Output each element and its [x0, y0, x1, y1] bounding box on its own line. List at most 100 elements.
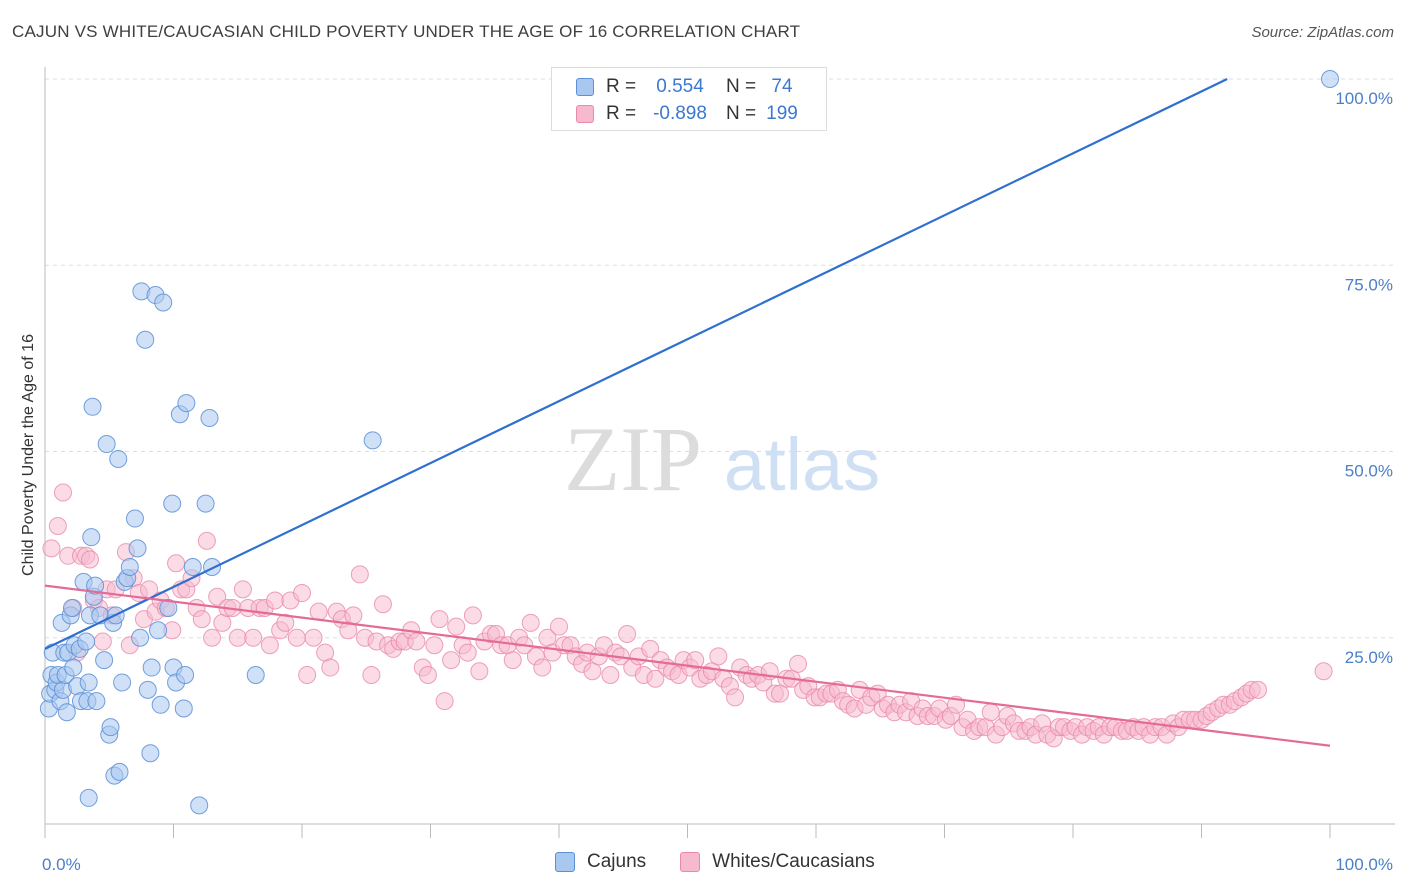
legend-r-value: -0.898	[653, 103, 707, 124]
cajuns-point	[97, 435, 116, 454]
pink-points-group	[42, 483, 1333, 748]
whites-point	[430, 610, 449, 629]
y-tick-label: 25.0%	[1345, 648, 1393, 667]
cajuns-point	[110, 762, 129, 781]
cajuns-point	[190, 796, 209, 815]
whites-point	[458, 643, 477, 662]
y-tick-label: 75.0%	[1345, 275, 1393, 294]
cajuns-point	[64, 658, 83, 677]
y-tick-label: 50.0%	[1345, 462, 1393, 481]
cajuns-point	[159, 598, 178, 617]
whites-point	[350, 565, 369, 584]
whites-point	[521, 613, 540, 632]
watermark-atlas: atlas	[724, 423, 880, 506]
whites-point	[447, 617, 466, 636]
cajuns-point	[142, 658, 161, 677]
whites-point	[53, 483, 72, 502]
bottom-legend-cajuns[interactable]: Cajuns	[555, 851, 646, 873]
whites-point	[418, 666, 437, 684]
cajuns-point	[154, 293, 173, 312]
cajuns-point	[200, 408, 219, 427]
whites-point	[646, 669, 665, 688]
whites-point	[167, 554, 186, 573]
whites-point	[789, 654, 808, 673]
whites-point	[425, 636, 444, 655]
legend-n-label: N =	[726, 76, 757, 97]
whites-point	[192, 610, 211, 629]
whites-point	[601, 666, 620, 684]
whites-swatch	[680, 852, 701, 872]
gridlines	[45, 78, 1395, 639]
cajuns-point	[203, 557, 222, 576]
y-axis-label: Child Poverty Under the Age of 16	[20, 334, 37, 576]
tick-labels: 100.0% 75.0% 50.0% 25.0% 0.0% 100.0%	[42, 89, 1393, 874]
whites-point	[641, 639, 660, 658]
whites-point	[344, 606, 363, 625]
cajuns-swatch	[555, 852, 575, 872]
cajuns-point	[120, 557, 139, 576]
whites-point	[362, 666, 381, 684]
whites-point	[771, 684, 790, 703]
whites-point	[298, 666, 317, 684]
cajuns-trendline	[44, 78, 1228, 650]
cajuns-point	[196, 494, 215, 513]
legend-row-whites: R = -0.898 N = 199	[552, 101, 800, 127]
cajuns-point	[57, 703, 76, 722]
whites-point	[260, 636, 279, 655]
cajuns-point	[136, 330, 155, 349]
legend-n-label: N =	[726, 103, 757, 124]
cajuns-point	[131, 628, 150, 647]
cajuns-point	[109, 449, 128, 468]
cajuns-point	[82, 528, 101, 547]
cajuns-point	[83, 397, 102, 416]
whites-point	[244, 628, 263, 647]
source-label: Source: ZipAtlas.com	[1251, 24, 1394, 41]
cajuns-point	[149, 621, 168, 640]
whites-point	[93, 632, 112, 651]
whites-trendline	[44, 584, 1331, 747]
watermark-zip: ZIP	[564, 408, 702, 510]
whites-point	[407, 632, 426, 651]
cajuns-point	[62, 598, 81, 617]
whites-point	[463, 606, 482, 625]
whites-point	[309, 602, 328, 621]
legend-r-label: R =	[606, 103, 637, 124]
legend-n-value: 74	[771, 76, 793, 97]
cajuns-point	[128, 539, 147, 558]
cajuns-point	[86, 576, 105, 595]
cajuns-point	[176, 666, 195, 684]
bottom-legend-label: Cajuns	[587, 851, 647, 872]
y-tick-label: 100.0%	[1335, 89, 1393, 108]
whites-point	[42, 539, 61, 558]
whites-point	[48, 517, 67, 535]
whites-point	[304, 628, 323, 647]
blue-points-group	[39, 70, 1339, 815]
cajuns-point	[246, 666, 265, 684]
whites-point	[80, 550, 99, 569]
legend-r-label: R =	[606, 76, 637, 97]
whites-point	[276, 613, 295, 632]
cajuns-point	[79, 788, 98, 807]
whites-point	[442, 651, 461, 670]
trendlines	[44, 78, 1331, 747]
cajuns-swatch	[576, 78, 594, 96]
whites-point	[197, 531, 216, 550]
bottom-legend-label: Whites/Caucasians	[712, 851, 875, 872]
cajuns-point	[113, 673, 132, 692]
whites-swatch	[576, 105, 594, 123]
cajuns-point	[95, 651, 114, 670]
legend-row-cajuns: R = 0.554 N = 74	[552, 74, 800, 100]
cajuns-point	[363, 431, 382, 450]
cajuns-point	[79, 673, 98, 692]
cajuns-point	[174, 699, 193, 718]
chart-title: CAJUN VS WHITE/CAUCASIAN CHILD POVERTY U…	[12, 22, 801, 41]
legend-n-value: 199	[766, 103, 798, 124]
x-tick-label: 0.0%	[42, 855, 81, 874]
cajuns-point	[138, 680, 157, 699]
whites-point	[709, 647, 728, 666]
whites-point	[503, 651, 522, 670]
legend-r-value: 0.554	[656, 76, 704, 97]
x-tick-label: 100.0%	[1335, 855, 1393, 874]
bottom-legend-whites[interactable]: Whites/Caucasians	[680, 851, 875, 873]
whites-point	[287, 628, 306, 647]
